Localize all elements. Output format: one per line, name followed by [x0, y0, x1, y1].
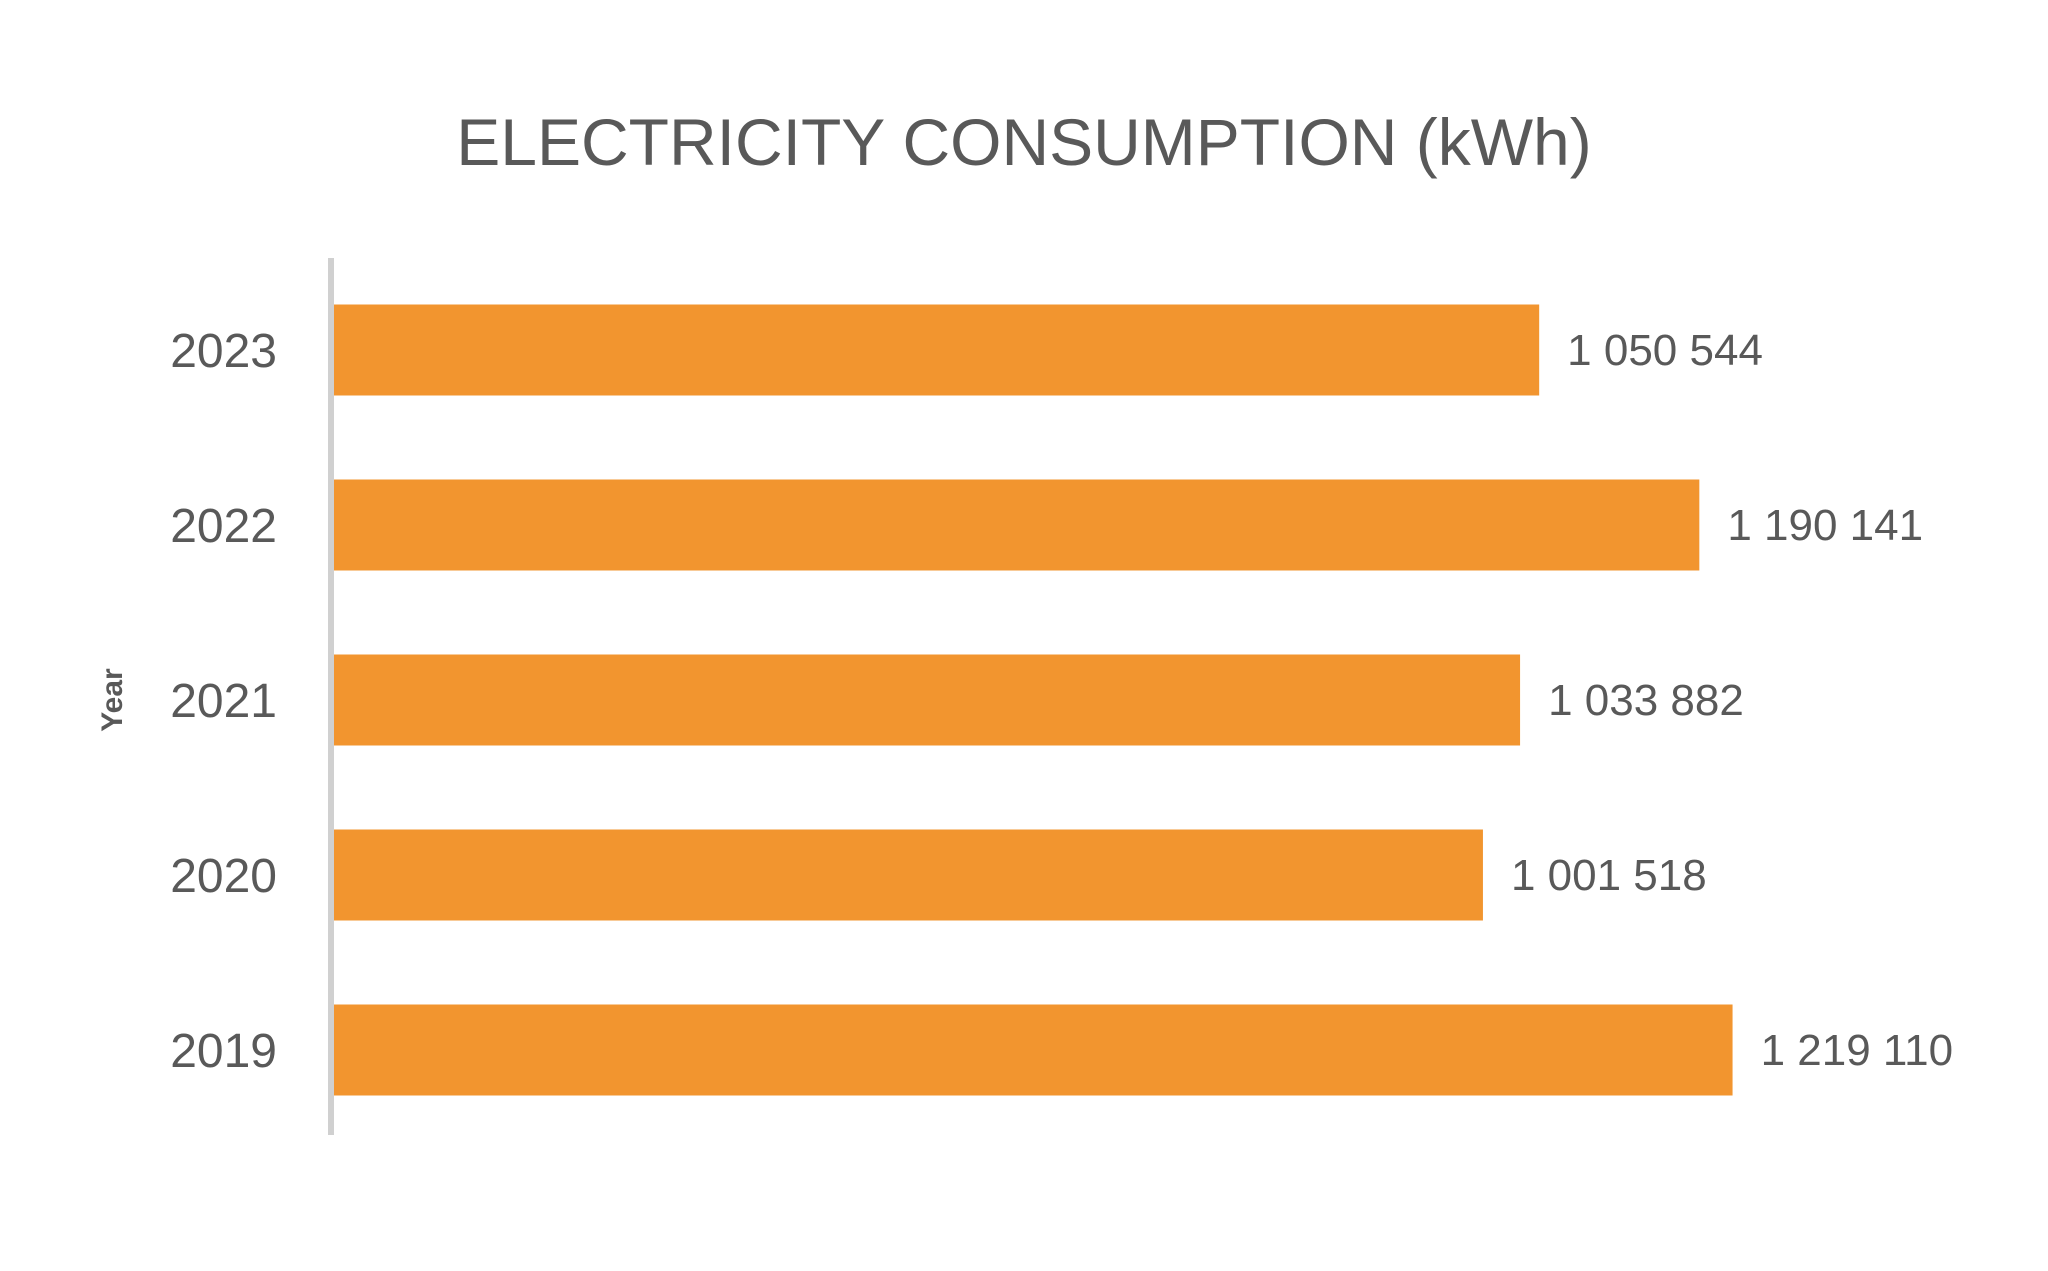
y-axis-label: Year	[96, 668, 129, 732]
bar-2023	[334, 304, 1540, 396]
y-tick-label-2022: 2022	[170, 500, 277, 553]
data-label-2021: 1 033 882	[1548, 676, 1744, 725]
y-tick-label-2019: 2019	[170, 1025, 277, 1078]
y-tick-label-2021: 2021	[170, 675, 277, 728]
bar-2022	[334, 479, 1700, 571]
y-tick-label-2023: 2023	[170, 325, 277, 378]
bars-group	[334, 304, 1733, 1096]
data-label-2020: 1 001 518	[1511, 851, 1707, 900]
bar-2021	[334, 654, 1521, 746]
data-label-2022: 1 190 141	[1727, 501, 1923, 550]
data-labels: 1 050 544 1 190 141 1 033 882 1 001 518 1 21…	[1511, 326, 1953, 1075]
data-label-2023: 1 050 544	[1567, 326, 1763, 375]
y-tick-labels: 2023 2022 2021 2020 2019	[170, 325, 277, 1078]
data-label-2019: 1 219 110	[1761, 1026, 1953, 1075]
bar-2019	[334, 1004, 1733, 1096]
bar-2020	[334, 829, 1483, 921]
y-tick-label-2020: 2020	[170, 850, 277, 903]
chart-title: ELECTRICITY CONSUMPTION (kWh)	[456, 105, 1592, 179]
